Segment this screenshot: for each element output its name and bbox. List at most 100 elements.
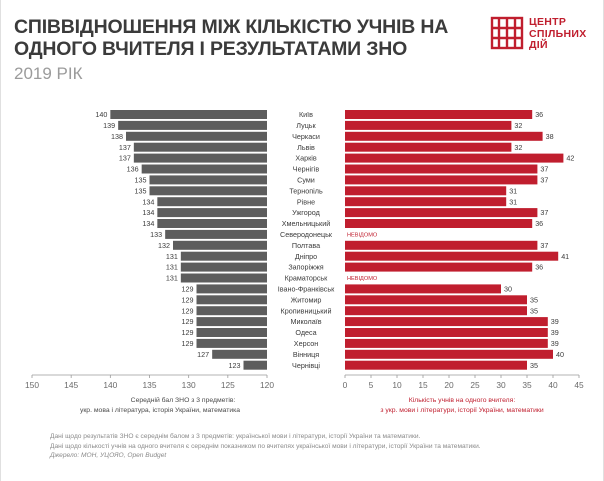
left-bar [165,229,267,239]
right-bar-value-label: 37 [540,165,548,174]
city-label: Житомир [291,295,322,304]
right-tick-label: 35 [522,380,532,390]
left-bar-value-label: 136 [127,165,139,174]
city-label: Черкаси [292,132,320,141]
city-label: Вінниця [293,350,319,359]
left-bar-value-label: 129 [182,306,194,315]
footnote-line-2: Дані щодо кількості учнів на одного вчит… [50,442,481,450]
left-axis-caption-line-2: укр. мова і література, історія України,… [80,406,240,414]
left-bar [133,142,267,152]
right-bar [345,110,533,119]
right-bar-value-label: 32 [514,143,522,152]
city-label: Суми [297,176,315,185]
page-title: СПІВВІДНОШЕННЯ МІЖ КІЛЬКІСТЮ УЧНІВ НА ОД… [14,16,448,60]
left-tick-label: 135 [143,380,157,390]
right-bar-value-label: 36 [535,219,543,228]
left-bar [180,262,267,272]
left-bar-value-label: 139 [103,121,115,130]
city-label: Полтава [292,241,320,250]
left-bar-value-label: 123 [229,361,241,370]
left-bar-value-label: 129 [182,295,194,304]
left-bar [149,175,267,185]
right-tick-label: 30 [496,380,506,390]
right-axis-caption-line-2: з укр. мови і літератури, історії Україн… [380,406,544,414]
footnote-source: Джерело: МОН, УЦОЯО, Open Budget [50,452,167,460]
left-bar [149,186,267,196]
left-bar [173,240,267,250]
city-label: Івано-Франківськ [278,285,335,294]
right-bar-value-label: 37 [540,241,548,250]
left-bar-value-label: 131 [166,252,178,261]
left-bar [118,120,268,130]
right-bar [345,197,507,207]
left-bar [196,328,267,337]
left-tick-label: 120 [260,380,274,390]
left-axis-caption-line-1: Середній бал ЗНО з 3 предметів: [131,396,236,404]
right-bar [345,186,507,196]
title-line-2: ОДНОГО ВЧИТЕЛЯ І РЕЗУЛЬТАТАМИ ЗНО [14,38,408,60]
logo-line-2: СПІЛЬНИХ [529,27,587,40]
city-label: Ужгород [292,208,320,217]
left-tick-label: 140 [103,380,117,390]
right-bar [345,328,548,337]
right-bar [345,208,538,218]
city-label: Северодонецьк [280,230,333,239]
left-bar [157,219,267,228]
right-bar [345,251,559,261]
left-bar-value-label: 134 [142,219,154,228]
right-bar [345,175,538,185]
right-bar [345,284,501,294]
left-bar-value-label: 129 [182,328,194,337]
left-bar [180,273,267,283]
left-bar-value-label: 134 [142,208,154,217]
left-tick-label: 125 [221,380,235,390]
left-bar [157,208,267,218]
city-label: Краматорськ [285,274,329,283]
title-line-1: СПІВВІДНОШЕННЯ МІЖ КІЛЬКІСТЮ УЧНІВ НА [14,16,449,38]
city-label: Кропивницький [281,306,332,315]
left-bar [180,251,267,261]
right-bar-value-label: 41 [561,252,569,261]
left-bar [196,295,267,305]
left-bar [196,338,267,348]
right-tick-label: 40 [548,380,558,390]
left-bar [196,306,267,316]
right-bar-value-label: 35 [530,306,538,315]
right-tick-label: 20 [444,380,454,390]
right-bar-value-label: 37 [540,176,548,185]
right-bar [345,262,533,272]
right-bar [345,164,538,174]
left-bar-value-label: 127 [197,350,209,359]
right-axis-caption-line-1: Кількість учнів на одного вчителя: [409,396,516,404]
right-bar [345,349,553,359]
right-bar [345,142,512,152]
right-bar [345,153,564,163]
city-label: Одеса [295,328,316,337]
year-subtitle: 2019 РІК [14,64,83,83]
right-bar [345,338,548,348]
left-bar-value-label: 137 [119,143,131,152]
right-bar-missing-label: НЕВІДОМО [347,276,378,282]
city-label: Хмельницький [282,219,330,228]
left-tick-label: 130 [182,380,196,390]
left-bar-value-label: 129 [182,285,194,294]
right-tick-label: 0 [343,380,348,390]
city-label: Львів [297,143,315,152]
city-label: Чернівці [292,361,320,370]
logo-line-3: ДІЙ [529,39,548,51]
right-bar [345,240,538,250]
left-bar-value-label: 134 [142,197,154,206]
right-bar-value-label: 32 [514,121,522,130]
footnotes: Дані щодо результатів ЗНО є середнім бал… [50,432,481,461]
left-bar-value-label: 135 [135,186,147,195]
right-tick-label: 45 [574,380,584,390]
left-bar-value-label: 129 [182,317,194,326]
right-bar [345,219,533,228]
right-tick-label: 10 [392,380,402,390]
left-bar [126,131,267,141]
right-bar-value-label: 37 [540,208,548,217]
city-label: Дніпро [295,252,317,261]
left-tick-label: 145 [64,380,78,390]
left-bar-value-label: 140 [95,110,107,119]
